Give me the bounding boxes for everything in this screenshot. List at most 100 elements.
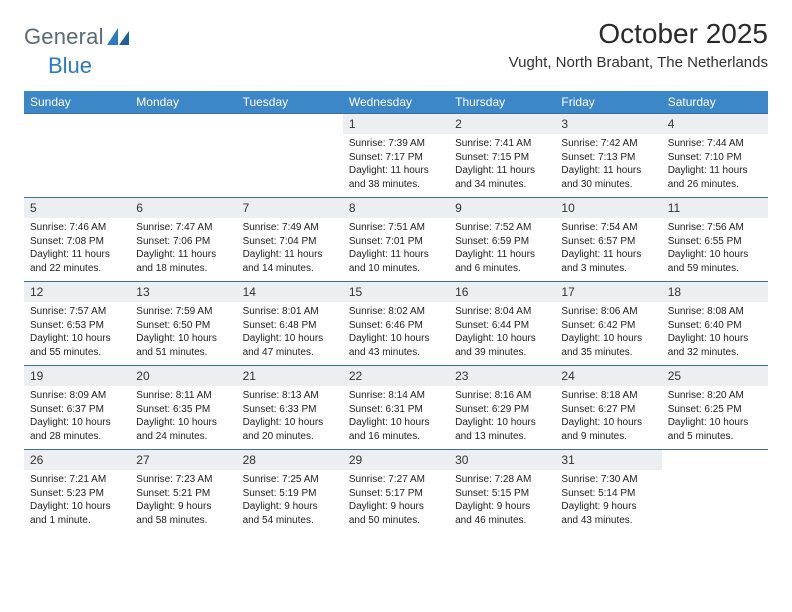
daylight-line: Daylight: 11 hours and 6 minutes. bbox=[455, 248, 549, 275]
sunset-line: Sunset: 6:48 PM bbox=[243, 319, 337, 333]
day-number: 25 bbox=[662, 366, 768, 386]
daylight-line: Daylight: 9 hours and 50 minutes. bbox=[349, 500, 443, 527]
sunset-line: Sunset: 7:15 PM bbox=[455, 151, 549, 165]
sunset-line: Sunset: 7:06 PM bbox=[136, 235, 230, 249]
day-details: Sunrise: 7:51 AMSunset: 7:01 PMDaylight:… bbox=[343, 218, 449, 279]
sunset-line: Sunset: 6:42 PM bbox=[561, 319, 655, 333]
sunrise-line: Sunrise: 7:57 AM bbox=[30, 305, 124, 319]
day-number: 10 bbox=[555, 198, 661, 218]
sunset-line: Sunset: 5:19 PM bbox=[243, 487, 337, 501]
weekday-header: Friday bbox=[555, 91, 661, 114]
calendar-cell: 1Sunrise: 7:39 AMSunset: 7:17 PMDaylight… bbox=[343, 114, 449, 198]
sunset-line: Sunset: 5:17 PM bbox=[349, 487, 443, 501]
day-details: Sunrise: 7:39 AMSunset: 7:17 PMDaylight:… bbox=[343, 134, 449, 195]
daylight-line: Daylight: 10 hours and 47 minutes. bbox=[243, 332, 337, 359]
calendar-cell: 23Sunrise: 8:16 AMSunset: 6:29 PMDayligh… bbox=[449, 366, 555, 450]
calendar-cell: .. bbox=[24, 114, 130, 198]
daylight-line: Daylight: 10 hours and 9 minutes. bbox=[561, 416, 655, 443]
daylight-line: Daylight: 11 hours and 30 minutes. bbox=[561, 164, 655, 191]
day-details: Sunrise: 7:47 AMSunset: 7:06 PMDaylight:… bbox=[130, 218, 236, 279]
sunrise-line: Sunrise: 8:13 AM bbox=[243, 389, 337, 403]
calendar-cell: 14Sunrise: 8:01 AMSunset: 6:48 PMDayligh… bbox=[237, 282, 343, 366]
day-number: 4 bbox=[662, 114, 768, 134]
day-details: Sunrise: 7:49 AMSunset: 7:04 PMDaylight:… bbox=[237, 218, 343, 279]
sunset-line: Sunset: 6:35 PM bbox=[136, 403, 230, 417]
sunrise-line: Sunrise: 7:46 AM bbox=[30, 221, 124, 235]
calendar-head: SundayMondayTuesdayWednesdayThursdayFrid… bbox=[24, 91, 768, 114]
sunrise-line: Sunrise: 7:27 AM bbox=[349, 473, 443, 487]
daylight-line: Daylight: 9 hours and 46 minutes. bbox=[455, 500, 549, 527]
sunset-line: Sunset: 6:29 PM bbox=[455, 403, 549, 417]
sunset-line: Sunset: 5:15 PM bbox=[455, 487, 549, 501]
sunrise-line: Sunrise: 8:16 AM bbox=[455, 389, 549, 403]
daylight-line: Daylight: 11 hours and 26 minutes. bbox=[668, 164, 762, 191]
day-details: Sunrise: 8:11 AMSunset: 6:35 PMDaylight:… bbox=[130, 386, 236, 447]
daylight-line: Daylight: 9 hours and 43 minutes. bbox=[561, 500, 655, 527]
sunrise-line: Sunrise: 7:21 AM bbox=[30, 473, 124, 487]
daylight-line: Daylight: 10 hours and 55 minutes. bbox=[30, 332, 124, 359]
sunset-line: Sunset: 7:01 PM bbox=[349, 235, 443, 249]
calendar-cell: .. bbox=[237, 114, 343, 198]
day-number: 6 bbox=[130, 198, 236, 218]
calendar-cell: 16Sunrise: 8:04 AMSunset: 6:44 PMDayligh… bbox=[449, 282, 555, 366]
day-number: 8 bbox=[343, 198, 449, 218]
sunset-line: Sunset: 7:04 PM bbox=[243, 235, 337, 249]
sunrise-line: Sunrise: 8:11 AM bbox=[136, 389, 230, 403]
sunrise-line: Sunrise: 8:02 AM bbox=[349, 305, 443, 319]
day-number: 12 bbox=[24, 282, 130, 302]
day-details: Sunrise: 7:27 AMSunset: 5:17 PMDaylight:… bbox=[343, 470, 449, 531]
sunset-line: Sunset: 6:25 PM bbox=[668, 403, 762, 417]
day-number: 5 bbox=[24, 198, 130, 218]
logo-text-general: General bbox=[24, 24, 104, 50]
calendar-week-row: 26Sunrise: 7:21 AMSunset: 5:23 PMDayligh… bbox=[24, 450, 768, 534]
calendar-week-row: 19Sunrise: 8:09 AMSunset: 6:37 PMDayligh… bbox=[24, 366, 768, 450]
sunrise-line: Sunrise: 7:56 AM bbox=[668, 221, 762, 235]
sunrise-line: Sunrise: 7:52 AM bbox=[455, 221, 549, 235]
daylight-line: Daylight: 11 hours and 10 minutes. bbox=[349, 248, 443, 275]
weekday-row: SundayMondayTuesdayWednesdayThursdayFrid… bbox=[24, 91, 768, 114]
day-number: 9 bbox=[449, 198, 555, 218]
sunrise-line: Sunrise: 8:08 AM bbox=[668, 305, 762, 319]
calendar-week-row: 5Sunrise: 7:46 AMSunset: 7:08 PMDaylight… bbox=[24, 198, 768, 282]
sunrise-line: Sunrise: 7:30 AM bbox=[561, 473, 655, 487]
calendar-week-row: 12Sunrise: 7:57 AMSunset: 6:53 PMDayligh… bbox=[24, 282, 768, 366]
sunrise-line: Sunrise: 7:39 AM bbox=[349, 137, 443, 151]
calendar-cell: 19Sunrise: 8:09 AMSunset: 6:37 PMDayligh… bbox=[24, 366, 130, 450]
day-details: Sunrise: 7:42 AMSunset: 7:13 PMDaylight:… bbox=[555, 134, 661, 195]
sail-icon bbox=[107, 28, 129, 46]
calendar-table: SundayMondayTuesdayWednesdayThursdayFrid… bbox=[24, 91, 768, 534]
calendar-cell: 29Sunrise: 7:27 AMSunset: 5:17 PMDayligh… bbox=[343, 450, 449, 534]
day-details: Sunrise: 7:59 AMSunset: 6:50 PMDaylight:… bbox=[130, 302, 236, 363]
calendar-cell: 8Sunrise: 7:51 AMSunset: 7:01 PMDaylight… bbox=[343, 198, 449, 282]
sunset-line: Sunset: 6:44 PM bbox=[455, 319, 549, 333]
day-details: Sunrise: 7:44 AMSunset: 7:10 PMDaylight:… bbox=[662, 134, 768, 195]
day-details: Sunrise: 8:13 AMSunset: 6:33 PMDaylight:… bbox=[237, 386, 343, 447]
day-details: Sunrise: 8:04 AMSunset: 6:44 PMDaylight:… bbox=[449, 302, 555, 363]
day-number: 11 bbox=[662, 198, 768, 218]
day-details: Sunrise: 8:20 AMSunset: 6:25 PMDaylight:… bbox=[662, 386, 768, 447]
day-number: 30 bbox=[449, 450, 555, 470]
day-details: Sunrise: 7:28 AMSunset: 5:15 PMDaylight:… bbox=[449, 470, 555, 531]
day-details: Sunrise: 7:41 AMSunset: 7:15 PMDaylight:… bbox=[449, 134, 555, 195]
day-details: Sunrise: 8:09 AMSunset: 6:37 PMDaylight:… bbox=[24, 386, 130, 447]
title-block: October 2025 Vught, North Brabant, The N… bbox=[509, 18, 768, 71]
sunrise-line: Sunrise: 8:09 AM bbox=[30, 389, 124, 403]
location-subtitle: Vught, North Brabant, The Netherlands bbox=[509, 54, 768, 71]
daylight-line: Daylight: 10 hours and 13 minutes. bbox=[455, 416, 549, 443]
calendar-cell: .. bbox=[662, 450, 768, 534]
weekday-header: Tuesday bbox=[237, 91, 343, 114]
day-number: 28 bbox=[237, 450, 343, 470]
calendar-cell: 11Sunrise: 7:56 AMSunset: 6:55 PMDayligh… bbox=[662, 198, 768, 282]
sunrise-line: Sunrise: 7:49 AM bbox=[243, 221, 337, 235]
calendar-cell: 17Sunrise: 8:06 AMSunset: 6:42 PMDayligh… bbox=[555, 282, 661, 366]
sunset-line: Sunset: 6:27 PM bbox=[561, 403, 655, 417]
day-number: 17 bbox=[555, 282, 661, 302]
calendar-cell: 25Sunrise: 8:20 AMSunset: 6:25 PMDayligh… bbox=[662, 366, 768, 450]
sunset-line: Sunset: 6:40 PM bbox=[668, 319, 762, 333]
sunrise-line: Sunrise: 7:59 AM bbox=[136, 305, 230, 319]
weekday-header: Thursday bbox=[449, 91, 555, 114]
daylight-line: Daylight: 10 hours and 59 minutes. bbox=[668, 248, 762, 275]
calendar-cell: 13Sunrise: 7:59 AMSunset: 6:50 PMDayligh… bbox=[130, 282, 236, 366]
day-number: 1 bbox=[343, 114, 449, 134]
day-number: 24 bbox=[555, 366, 661, 386]
